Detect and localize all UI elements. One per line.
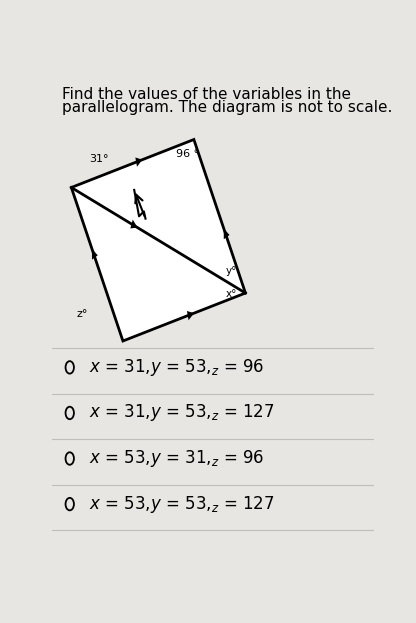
Polygon shape [135,158,142,167]
Text: $x$ = 53,$y$ = 31,$_{z}$ = 96: $x$ = 53,$y$ = 31,$_{z}$ = 96 [89,448,265,469]
Polygon shape [224,229,230,239]
Polygon shape [92,249,98,260]
Polygon shape [72,140,245,341]
Text: 31°: 31° [89,154,109,164]
Text: y°: y° [226,266,238,276]
Polygon shape [130,219,138,229]
Text: $x$ = 31,$y$ = 53,$_{z}$ = 96: $x$ = 31,$y$ = 53,$_{z}$ = 96 [89,357,265,378]
Text: $x$ = 31,$y$ = 53,$_{z}$ = 127: $x$ = 31,$y$ = 53,$_{z}$ = 127 [89,402,275,424]
Polygon shape [187,311,194,320]
Text: x°: x° [226,289,238,299]
Text: $x$ = 53,$y$ = 53,$_{z}$ = 127: $x$ = 53,$y$ = 53,$_{z}$ = 127 [89,493,275,515]
Text: parallelogram. The diagram is not to scale.: parallelogram. The diagram is not to sca… [62,100,392,115]
Text: Find the values of the variables in the: Find the values of the variables in the [62,87,351,102]
Text: z°: z° [76,310,87,320]
Text: 96 °: 96 ° [176,149,199,159]
